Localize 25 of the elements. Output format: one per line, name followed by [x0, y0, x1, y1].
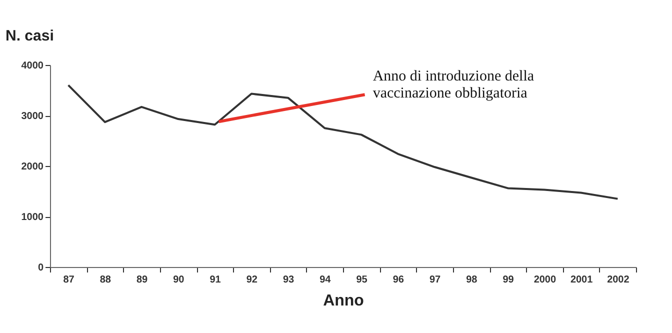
x-tick-label: 2000 — [534, 274, 556, 286]
x-tick-label: 99 — [502, 274, 514, 286]
x-tick-label: 89 — [136, 274, 148, 286]
x-tick-label: 96 — [392, 274, 404, 286]
x-tick-label: 87 — [63, 274, 75, 286]
y-tick-label: 0 — [38, 262, 44, 274]
x-tick-label: 91 — [210, 274, 222, 286]
y-tick-label: 3000 — [21, 111, 44, 122]
x-tick-label: 94 — [320, 274, 332, 286]
annotation: Anno di introduzione della vaccinazione obbligatoria — [372, 68, 534, 102]
y-axis-title: N. casi — [6, 28, 54, 44]
x-tick-label: 97 — [430, 274, 442, 286]
x-tick-label: 95 — [356, 274, 368, 286]
y-tick-label: 2000 — [21, 162, 44, 172]
x-axis-title: Anno — [323, 292, 364, 310]
x-tick-label: 90 — [173, 274, 185, 286]
x-tick-label: 2001 — [570, 274, 594, 286]
x-tick-label: 98 — [466, 274, 478, 286]
line-series — [67, 84, 619, 200]
y-tick-label: 1000 — [21, 212, 44, 223]
x-tick-label: 88 — [100, 274, 112, 286]
x-tick-label: 92 — [246, 274, 258, 286]
x-tick-label: 93 — [283, 274, 295, 286]
x-tick-label: 2002 — [607, 274, 630, 286]
y-tick-label: 4000 — [21, 60, 44, 72]
